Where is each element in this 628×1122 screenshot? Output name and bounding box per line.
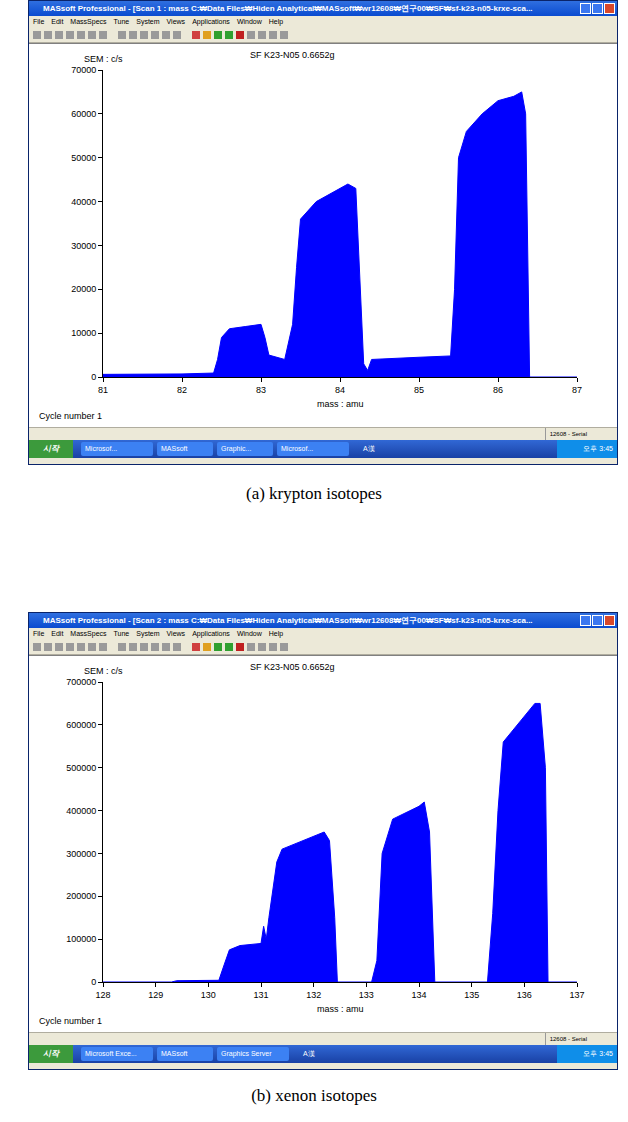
html-text:시작: 시작 (43, 444, 59, 453)
html-text:A漢: A漢 (363, 445, 375, 452)
svg-text:Cycle number 1: Cycle number 1 (39, 411, 102, 421)
svg-text:60000: 60000 (71, 109, 96, 119)
svg-text:132: 132 (306, 990, 321, 1000)
html-text:(a) krypton isotopes: (a) krypton isotopes (246, 484, 382, 503)
html-text:Microsoft Exce...: Microsoft Exce... (85, 1050, 137, 1057)
html-text:시작: 시작 (43, 1049, 59, 1058)
svg-text:Cycle number 1: Cycle number 1 (39, 1016, 102, 1026)
svg-text:700000: 700000 (66, 677, 96, 687)
html-text:System: System (136, 630, 160, 637)
svg-text:SEM : c/s: SEM : c/s (84, 54, 123, 64)
svg-text:136: 136 (517, 990, 532, 1000)
svg-text:0: 0 (91, 372, 96, 382)
svg-text:SF K23-N05 0.6652g: SF K23-N05 0.6652g (250, 662, 335, 672)
html-text:Graphics Server: Graphics Server (221, 1050, 272, 1057)
svg-text:128: 128 (95, 990, 110, 1000)
svg-text:70000: 70000 (71, 65, 96, 75)
html-text:File: File (33, 630, 45, 637)
html-text:Help: Help (268, 630, 284, 637)
html-text:Tune: Tune (113, 630, 130, 637)
html-text:A漢: A漢 (303, 1050, 315, 1057)
svg-text:81: 81 (98, 385, 108, 395)
html-text:MassSpecs: MassSpecs (70, 630, 107, 637)
html-text:Edit: Edit (51, 18, 64, 25)
svg-text:40000: 40000 (71, 197, 96, 207)
html-text:Help: Help (268, 18, 284, 25)
svg-text:mass : amu: mass : amu (317, 399, 364, 409)
html-text:Applications: Applications (192, 18, 230, 25)
html-text:Window: Window (236, 630, 262, 637)
svg-text:50000: 50000 (71, 153, 96, 163)
html-text:MASsoft Professional - [Scan 2: MASsoft Professional - [Scan 2 : mass C:… (43, 616, 533, 625)
svg-text:600000: 600000 (66, 720, 96, 730)
svg-text:0: 0 (91, 977, 96, 987)
svg-text:SEM : c/s: SEM : c/s (84, 666, 123, 676)
svg-text:10000: 10000 (71, 328, 96, 338)
svg-text:134: 134 (411, 990, 426, 1000)
svg-text:135: 135 (464, 990, 479, 1000)
svg-text:86: 86 (493, 385, 503, 395)
html-text:MASsoft Professional - [Scan 1: MASsoft Professional - [Scan 1 : mass C:… (43, 4, 533, 13)
svg-text:200000: 200000 (66, 891, 96, 901)
svg-text:137: 137 (569, 990, 584, 1000)
html-text:Microsof...: Microsof... (85, 445, 118, 452)
html-text:(b) xenon isotopes: (b) xenon isotopes (251, 1086, 377, 1105)
html-text:Applications: Applications (192, 630, 230, 637)
svg-text:133: 133 (359, 990, 374, 1000)
svg-text:85: 85 (414, 385, 424, 395)
svg-text:30000: 30000 (71, 241, 96, 251)
html-text:Edit: Edit (51, 630, 64, 637)
html-text:Views: Views (166, 18, 186, 25)
html-text:Window: Window (236, 18, 262, 25)
html-text:Microsof...: Microsof... (281, 445, 314, 452)
svg-text:82: 82 (177, 385, 187, 395)
html-text:Tune: Tune (113, 18, 130, 25)
html-text:오후 3:45: 오후 3:45 (583, 445, 613, 452)
html-text:오후 3:45: 오후 3:45 (583, 1050, 613, 1057)
svg-text:131: 131 (253, 990, 268, 1000)
html-text:12608 - Serial: 12608 - Serial (549, 431, 587, 437)
svg-text:SF K23-N05 0.6652g: SF K23-N05 0.6652g (250, 50, 335, 60)
svg-text:129: 129 (148, 990, 163, 1000)
svg-text:300000: 300000 (66, 849, 96, 859)
svg-text:83: 83 (256, 385, 266, 395)
html-text:File: File (33, 18, 45, 25)
svg-text:130: 130 (201, 990, 216, 1000)
svg-text:500000: 500000 (66, 763, 96, 773)
html-text:MASsoft: MASsoft (161, 1050, 188, 1057)
html-text:Views: Views (166, 630, 186, 637)
html-text:MassSpecs: MassSpecs (70, 18, 107, 25)
svg-text:87: 87 (572, 385, 582, 395)
svg-text:100000: 100000 (66, 934, 96, 944)
html-text:System: System (136, 18, 160, 25)
svg-text:84: 84 (335, 385, 345, 395)
html-text:Graphic...: Graphic... (221, 445, 252, 452)
html-text:12608 - Serial: 12608 - Serial (549, 1036, 587, 1042)
svg-text:20000: 20000 (71, 284, 96, 294)
svg-text:mass : amu: mass : amu (317, 1004, 364, 1014)
html-text:MASsoft: MASsoft (161, 445, 188, 452)
svg-text:400000: 400000 (66, 806, 96, 816)
